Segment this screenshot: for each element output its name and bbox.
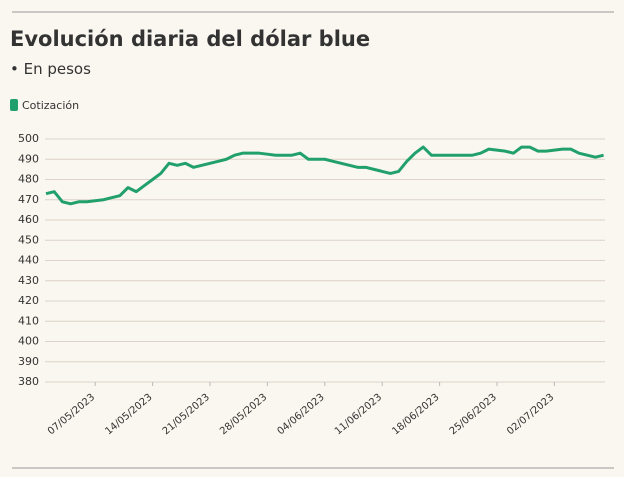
- y-tick-label: 450: [18, 233, 39, 246]
- y-tick-label: 420: [18, 294, 39, 307]
- x-tick-label: 25/06/2023: [448, 392, 499, 437]
- y-tick-label: 480: [18, 173, 39, 186]
- chart-subtitle: • En pesos: [10, 60, 91, 78]
- legend-label: Cotización: [22, 99, 79, 112]
- y-tick-label: 430: [18, 274, 39, 287]
- x-tick-label: 14/05/2023: [103, 392, 154, 437]
- x-tick-label: 11/06/2023: [333, 392, 384, 437]
- x-tick-label: 18/06/2023: [390, 392, 441, 437]
- y-tick-label: 490: [18, 152, 39, 165]
- y-tick-label: 500: [18, 132, 39, 145]
- data-line: [45, 145, 604, 206]
- y-tick-label: 400: [18, 335, 39, 348]
- y-tick-label: 460: [18, 213, 39, 226]
- legend-swatch: [10, 99, 18, 111]
- x-tick-label: 28/05/2023: [218, 392, 269, 437]
- y-tick-label: 470: [18, 193, 39, 206]
- x-tick-label: 21/05/2023: [161, 392, 212, 437]
- y-tick-label: 410: [18, 314, 39, 327]
- y-tick-label: 440: [18, 254, 39, 267]
- chart-title: Evolución diaria del dólar blue: [10, 27, 370, 51]
- x-tick-label: 04/06/2023: [276, 392, 327, 437]
- y-tick-label: 390: [18, 355, 39, 368]
- y-tick-label: 380: [18, 375, 39, 388]
- x-tick-label: 02/07/2023: [505, 392, 556, 437]
- x-tick-label: 07/05/2023: [46, 392, 97, 437]
